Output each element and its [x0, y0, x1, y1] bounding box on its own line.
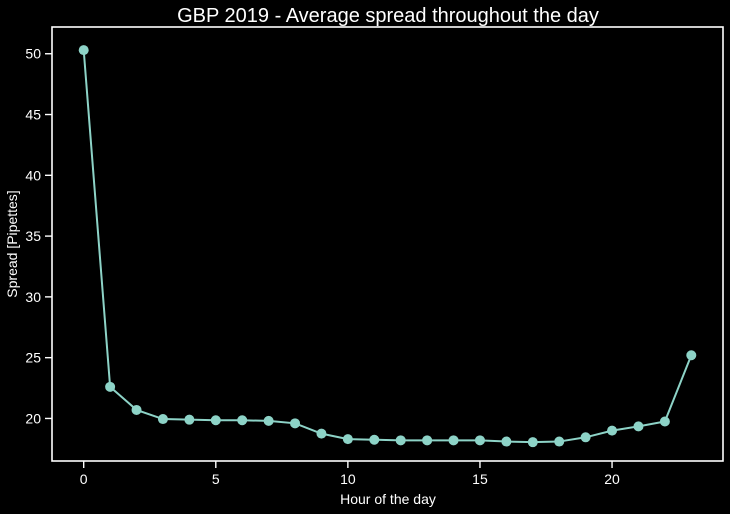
y-tick-label: 30 [25, 289, 41, 305]
x-tick-label: 20 [604, 471, 620, 487]
data-point [448, 435, 459, 446]
x-tick-label: 0 [80, 471, 88, 487]
x-tick-label: 15 [472, 471, 488, 487]
data-point [527, 437, 538, 448]
data-point [316, 428, 327, 439]
y-tick-label: 45 [25, 107, 41, 123]
data-point [686, 350, 697, 361]
data-point [78, 45, 89, 56]
data-point [184, 414, 195, 425]
data-point [580, 432, 591, 443]
y-axis: 20 25 30 35 40 45 50 [25, 46, 52, 426]
data-point [501, 436, 512, 447]
data-point [157, 414, 168, 425]
data-point [659, 416, 670, 427]
y-axis-label: Spread [Pipettes] [4, 190, 20, 297]
data-point [607, 425, 618, 436]
x-tick-label: 10 [340, 471, 356, 487]
data-point [290, 418, 301, 429]
plot-area [78, 45, 697, 448]
y-tick-label: 25 [25, 350, 41, 366]
chart-title: GBP 2019 - Average spread throughout the… [177, 5, 599, 27]
data-point [131, 404, 142, 415]
data-point [105, 381, 116, 392]
data-point [633, 421, 644, 432]
y-tick-label: 50 [25, 46, 41, 62]
data-point [237, 415, 248, 426]
data-point [342, 434, 353, 445]
plot-frame [51, 26, 724, 462]
y-tick-label: 20 [25, 410, 41, 426]
y-tick-label: 40 [25, 167, 41, 183]
y-tick-label: 35 [25, 228, 41, 244]
x-tick-label: 5 [212, 471, 220, 487]
data-point [554, 436, 565, 447]
data-point [263, 415, 274, 426]
data-point [422, 435, 433, 446]
data-point [395, 435, 406, 446]
data-point [210, 415, 221, 426]
data-point [474, 435, 485, 446]
data-point [369, 434, 380, 445]
x-axis-label: Hour of the day [340, 491, 436, 507]
x-axis: 0 5 10 15 20 [80, 461, 620, 487]
